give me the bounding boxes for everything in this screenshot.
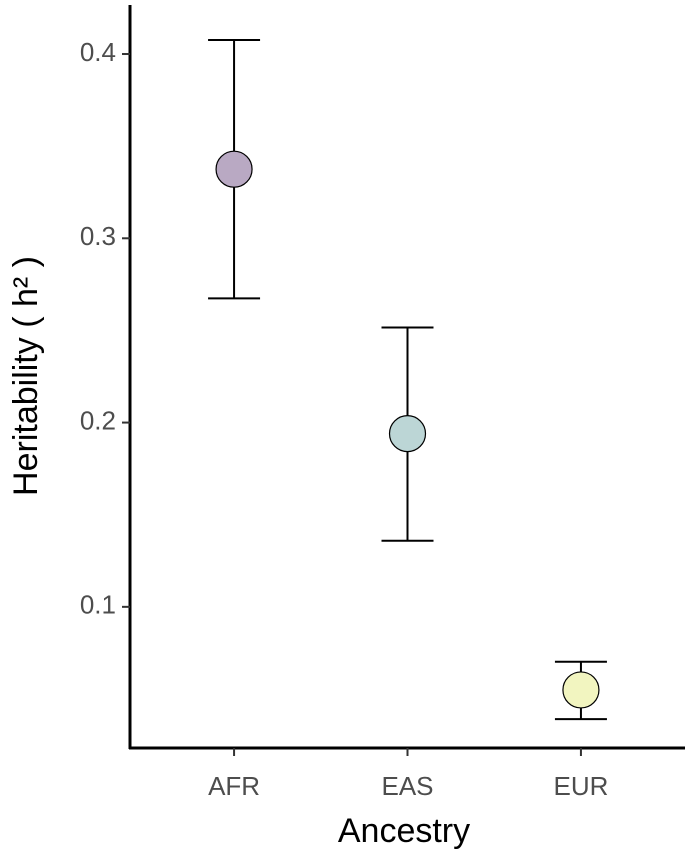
y-tick-label: 0.3 — [80, 221, 116, 251]
y-tick-label: 0.1 — [80, 590, 116, 620]
x-tick-label: EAS — [381, 771, 433, 801]
x-tick-label: EUR — [553, 771, 608, 801]
y-tick-label: 0.2 — [80, 405, 116, 435]
point — [215, 150, 253, 188]
point — [562, 671, 600, 709]
x-axis-title: Ancestry — [338, 812, 470, 850]
y-tick-label: 0.4 — [80, 37, 116, 67]
y-axis-title: Heritability ( h² ) — [7, 256, 45, 496]
point — [388, 415, 427, 453]
x-tick-label: AFR — [208, 771, 260, 801]
